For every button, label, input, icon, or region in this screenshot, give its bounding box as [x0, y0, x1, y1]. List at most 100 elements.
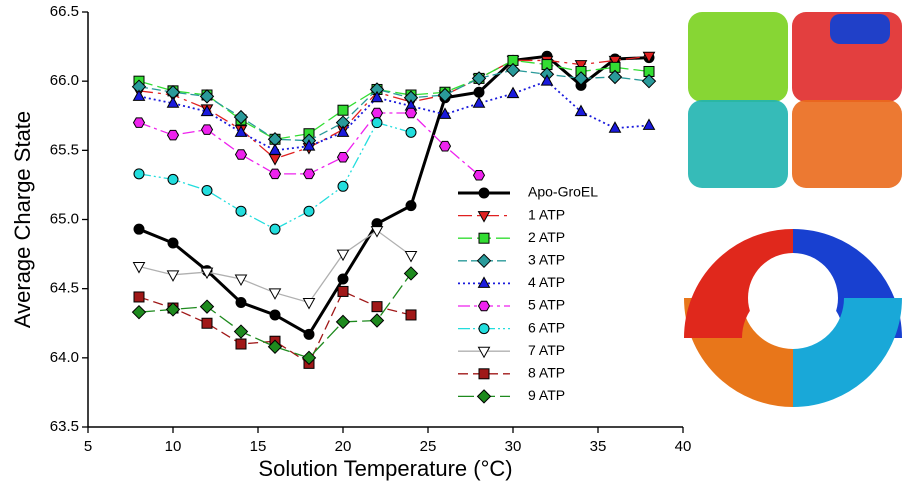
- marker: [336, 125, 350, 137]
- y-axis-label: Average Charge State: [10, 111, 35, 328]
- marker: [641, 73, 657, 89]
- marker: [133, 291, 145, 303]
- y-tick-label: 63.5: [50, 418, 79, 435]
- legend-marker: [477, 276, 491, 288]
- x-tick-label: 20: [335, 438, 352, 455]
- marker: [200, 124, 214, 135]
- marker: [371, 301, 383, 313]
- marker: [302, 168, 316, 180]
- marker: [370, 107, 384, 119]
- marker: [540, 74, 554, 86]
- series-line: [138, 59, 650, 140]
- marker: [268, 154, 282, 166]
- marker: [336, 249, 350, 262]
- marker: [165, 302, 181, 317]
- marker: [337, 104, 349, 116]
- marker: [403, 266, 419, 281]
- marker: [404, 250, 418, 263]
- series-line: [138, 55, 650, 160]
- legend-marker: [478, 368, 490, 380]
- marker: [233, 109, 249, 125]
- legend-label: 5 ATP: [528, 297, 565, 313]
- marker: [167, 237, 179, 249]
- marker: [303, 205, 315, 217]
- legend-label: 2 ATP: [528, 229, 565, 245]
- marker: [471, 71, 487, 86]
- marker: [133, 223, 145, 235]
- legend-label: 4 ATP: [528, 274, 565, 290]
- marker: [166, 129, 180, 141]
- legend-label: Apo-GroEL: [528, 184, 598, 200]
- series-line: [138, 80, 650, 152]
- marker: [133, 168, 145, 180]
- x-axis-label: Solution Temperature (°C): [258, 456, 512, 481]
- marker: [200, 267, 214, 280]
- marker: [302, 139, 316, 151]
- marker: [473, 86, 485, 98]
- marker: [301, 350, 317, 366]
- series-line: [138, 121, 412, 230]
- marker: [166, 96, 180, 108]
- marker: [405, 309, 417, 321]
- marker: [132, 89, 146, 101]
- y-tick-label: 64.5: [50, 280, 79, 297]
- marker: [234, 125, 248, 137]
- marker: [607, 69, 623, 85]
- marker: [608, 55, 622, 68]
- y-tick-label: 66.5: [50, 3, 79, 20]
- y-tick-label: 66.0: [50, 72, 79, 89]
- marker: [167, 173, 179, 185]
- legend-marker: [476, 253, 492, 269]
- x-tick-label: 30: [505, 438, 522, 455]
- marker: [472, 96, 486, 108]
- marker: [268, 168, 282, 180]
- marker: [268, 288, 282, 300]
- marker: [337, 180, 349, 192]
- legend-label: 1 ATP: [528, 206, 565, 222]
- marker: [608, 121, 622, 133]
- marker: [131, 304, 147, 320]
- legend-marker: [477, 300, 491, 312]
- marker: [642, 118, 656, 130]
- x-tick-label: 10: [165, 438, 182, 455]
- marker: [336, 151, 350, 163]
- x-tick-label: 15: [250, 438, 267, 455]
- marker: [335, 314, 351, 330]
- marker: [505, 62, 521, 78]
- marker: [337, 273, 349, 285]
- x-tick-label: 40: [675, 438, 692, 455]
- marker: [437, 87, 453, 103]
- marker: [234, 149, 248, 160]
- marker: [573, 71, 589, 86]
- legend-label: 8 ATP: [528, 365, 565, 381]
- marker: [235, 297, 247, 308]
- marker: [235, 205, 247, 217]
- x-tick-label: 25: [420, 438, 437, 455]
- marker: [472, 169, 486, 181]
- marker: [233, 324, 249, 339]
- marker: [337, 285, 349, 297]
- marker: [269, 309, 281, 321]
- marker: [642, 51, 656, 64]
- series-line: [138, 54, 650, 337]
- marker: [166, 270, 180, 282]
- legend-label: 6 ATP: [528, 319, 565, 335]
- legend-label: 9 ATP: [528, 387, 565, 403]
- marker: [370, 90, 384, 103]
- marker: [201, 317, 213, 329]
- marker: [200, 104, 214, 117]
- protein-illustration: [684, 12, 902, 407]
- legend-marker: [476, 389, 492, 404]
- x-tick-label: 5: [84, 438, 92, 455]
- marker: [405, 200, 417, 212]
- marker: [268, 143, 282, 155]
- marker: [234, 274, 248, 287]
- marker: [438, 140, 452, 152]
- marker: [302, 298, 316, 310]
- y-tick-label: 64.0: [50, 349, 79, 366]
- y-tick-label: 65.5: [50, 141, 79, 158]
- marker: [574, 60, 588, 72]
- marker: [269, 223, 281, 235]
- series-line: [138, 290, 412, 365]
